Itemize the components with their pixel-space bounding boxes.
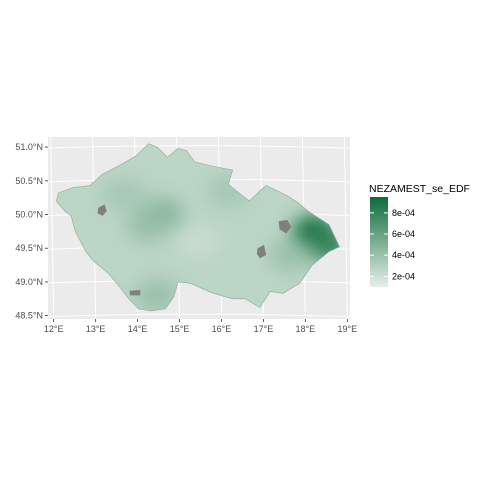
y-axis: 51.0°N 50.5°N 50.0°N 49.5°N 49.0°N 48.5°N: [15, 142, 48, 321]
legend-tick-label: 8e-04: [392, 208, 415, 218]
value-hotspot: [135, 279, 180, 311]
y-tick-label: 50.0°N: [15, 210, 43, 220]
legend-tick-label: 2e-04: [392, 271, 415, 281]
graticule-parallel: [47, 313, 351, 318]
x-tick-label: 17°E: [254, 324, 274, 334]
legend-tick-label: 4e-04: [392, 250, 415, 260]
legend-colorbar: [370, 197, 388, 287]
country-outline: [56, 143, 340, 312]
graticule-parallel: [47, 145, 351, 149]
legend: NEZAMEST_se_EDF 8e-04 6e-04 4e-04 2e-04: [369, 183, 470, 287]
x-tick-label: 18°E: [296, 324, 316, 334]
x-tick-label: 15°E: [170, 324, 190, 334]
x-tick-label: 13°E: [86, 324, 106, 334]
value-hotspot: [177, 225, 221, 258]
value-hotspot: [101, 178, 146, 211]
graticule-meridian: [50, 136, 55, 320]
missing-data-patch: [97, 204, 107, 216]
y-tick-label: 51.0°N: [15, 142, 43, 152]
graticule-meridian: [343, 136, 348, 320]
missing-data-patch: [278, 219, 292, 234]
x-axis: 12°E 13°E 14°E 15°E 16°E 17°E 18°E 19°E: [44, 319, 357, 334]
y-tick-label: 49.0°N: [15, 277, 43, 287]
country-surface: [56, 143, 340, 311]
value-hotspot: [126, 208, 171, 241]
x-tick-label: 14°E: [128, 324, 148, 334]
legend-title: NEZAMEST_se_EDF: [369, 183, 470, 195]
x-tick-label: 19°E: [337, 324, 357, 334]
x-tick-label: 16°E: [212, 324, 232, 334]
y-tick-label: 49.5°N: [15, 243, 43, 253]
x-tick-label: 12°E: [44, 324, 64, 334]
legend-tick-label: 6e-04: [392, 229, 415, 239]
missing-data-patch: [129, 290, 141, 296]
missing-data-patch: [256, 244, 267, 259]
y-tick-label: 48.5°N: [15, 311, 43, 321]
y-tick-label: 50.5°N: [15, 176, 43, 186]
value-hotspot: [269, 238, 314, 271]
